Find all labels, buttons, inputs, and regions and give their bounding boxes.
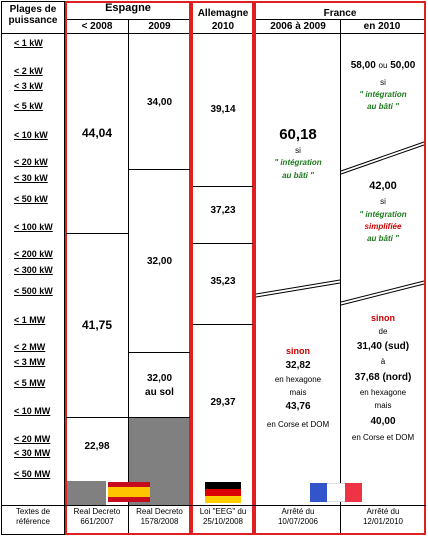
fr10-cond4: simplifiée (364, 222, 402, 231)
france-diagonals (256, 141, 425, 306)
header-france: France (323, 8, 357, 19)
allemagne-border (191, 1, 254, 535)
fr10-sinon: sinon (371, 313, 395, 323)
all-div2 (193, 243, 253, 244)
range-label: < 5 MW (14, 378, 46, 388)
range-label: < 1 kW (14, 38, 43, 48)
col-line-esp (128, 19, 129, 535)
fr06-sinon: sinon (286, 346, 310, 356)
fr06-cond2: au bâti " (282, 171, 314, 180)
germany-flag-icon (205, 482, 241, 503)
fr06-si: si (295, 146, 301, 155)
col-line-0 (64, 1, 65, 535)
range-label: < 50 MW (14, 469, 51, 479)
all-value-d: 29,37 (210, 397, 236, 408)
range-label: < 200 kW (14, 249, 53, 259)
fr10-hex: en hexagone (359, 388, 407, 397)
fr10-si: si (380, 78, 386, 87)
fr10-si2: si (380, 197, 386, 206)
col-line-fr (340, 19, 341, 535)
all-div1 (193, 186, 253, 187)
footer-divider (1, 505, 426, 506)
header-esp-2008: < 2008 (81, 21, 113, 32)
range-label: < 3 kW (14, 81, 43, 91)
range-label: < 1 MW (14, 315, 46, 325)
range-label: < 3 MW (14, 357, 46, 367)
fr10-cond5: au bâti " (367, 234, 399, 243)
all-value-c: 35,23 (210, 276, 236, 287)
range-label: < 20 kW (14, 157, 48, 167)
header-fr-2006: 2006 à 2009 (270, 21, 326, 32)
range-label: < 2 MW (14, 342, 46, 352)
france-flag-icon (310, 483, 362, 502)
france-border (254, 1, 426, 535)
esp09-value-b: 32,00 (146, 256, 173, 267)
footer-all: Loi "EEG" du 25/10/2008 (199, 507, 247, 526)
header-espagne: Espagne (105, 2, 151, 14)
esp09-div2 (129, 352, 190, 353)
range-label: < 50 kW (14, 194, 48, 204)
esp09-value-a: 34,00 (146, 97, 173, 108)
fr06-cond1: " intégration (274, 158, 322, 167)
fr10-a: à (380, 357, 386, 366)
range-label: < 20 MW (14, 434, 51, 444)
esp08-div2 (66, 417, 128, 418)
range-label: < 2 kW (14, 66, 43, 76)
fr10-mais: mais (374, 401, 392, 410)
esp08-div1 (66, 233, 128, 234)
fr06-corse: en Corse et DOM (266, 420, 330, 429)
footer-esp1: Real Decreto 661/2007 (73, 507, 121, 526)
fr10-v5: 40,00 (370, 416, 396, 427)
fr10-cond2: au bâti " (367, 102, 399, 111)
header-all-2010: 2010 (211, 21, 235, 32)
range-label: < 300 kW (14, 265, 53, 275)
header-divider (1, 33, 426, 34)
footer-label: Textes de référence (15, 507, 51, 526)
fr06-v3: 43,76 (285, 401, 311, 412)
fr06-hex: en hexagone (274, 375, 322, 384)
fr10-v4: 37,68 (nord) (354, 372, 412, 383)
header-plages: Plages de puissance (8, 4, 58, 26)
esp09-value-c2: au sol (145, 387, 174, 398)
range-label: < 100 kW (14, 222, 53, 232)
header-esp-2009: 2009 (148, 21, 171, 32)
esp09-value-c1: 32,00 (146, 373, 173, 384)
range-label: < 30 kW (14, 173, 48, 183)
range-label: < 500 kW (14, 286, 53, 296)
fr10-v3: 31,40 (sud) (356, 341, 410, 352)
spain-flag-icon (108, 482, 150, 502)
gray-block-2008 (66, 481, 106, 505)
fr10-de: de (378, 327, 388, 336)
header-fr-2010: en 2010 (363, 21, 401, 32)
range-label: < 10 kW (14, 130, 48, 140)
esp08-value-a: 44,04 (81, 126, 113, 140)
all-div3 (193, 324, 253, 325)
esp08-value-c: 22,98 (84, 441, 110, 452)
espagne-border (65, 1, 191, 535)
fr06-value: 60,18 (279, 126, 317, 143)
footer-fr2: Arrêté du 12/01/2010 (362, 507, 404, 526)
esp09-div3 (129, 417, 190, 418)
footer-fr1: Arrêté du 10/07/2006 (277, 507, 319, 526)
esp08-value-b: 41,75 (81, 318, 113, 332)
fr10-cond1: " intégration (359, 90, 407, 99)
esp09-div1 (129, 169, 190, 170)
header-allemagne: Allemagne (197, 8, 249, 19)
all-value-b: 37,23 (210, 205, 236, 216)
fr06-mais: mais (289, 388, 307, 397)
all-value-a: 39,14 (210, 104, 236, 115)
range-label: < 30 MW (14, 448, 51, 458)
fr10-cond3: " intégration (359, 210, 407, 219)
fr06-v2: 32,82 (285, 360, 311, 371)
range-label: < 10 MW (14, 406, 51, 416)
fr10-corse: en Corse et DOM (351, 433, 415, 442)
range-label: < 5 kW (14, 101, 43, 111)
fr10-v2: 42,00 (369, 180, 397, 192)
footer-esp2: Real Decreto 1578/2008 (136, 507, 183, 526)
fr10-v1: 58,00 ou 50,00 (350, 60, 416, 71)
